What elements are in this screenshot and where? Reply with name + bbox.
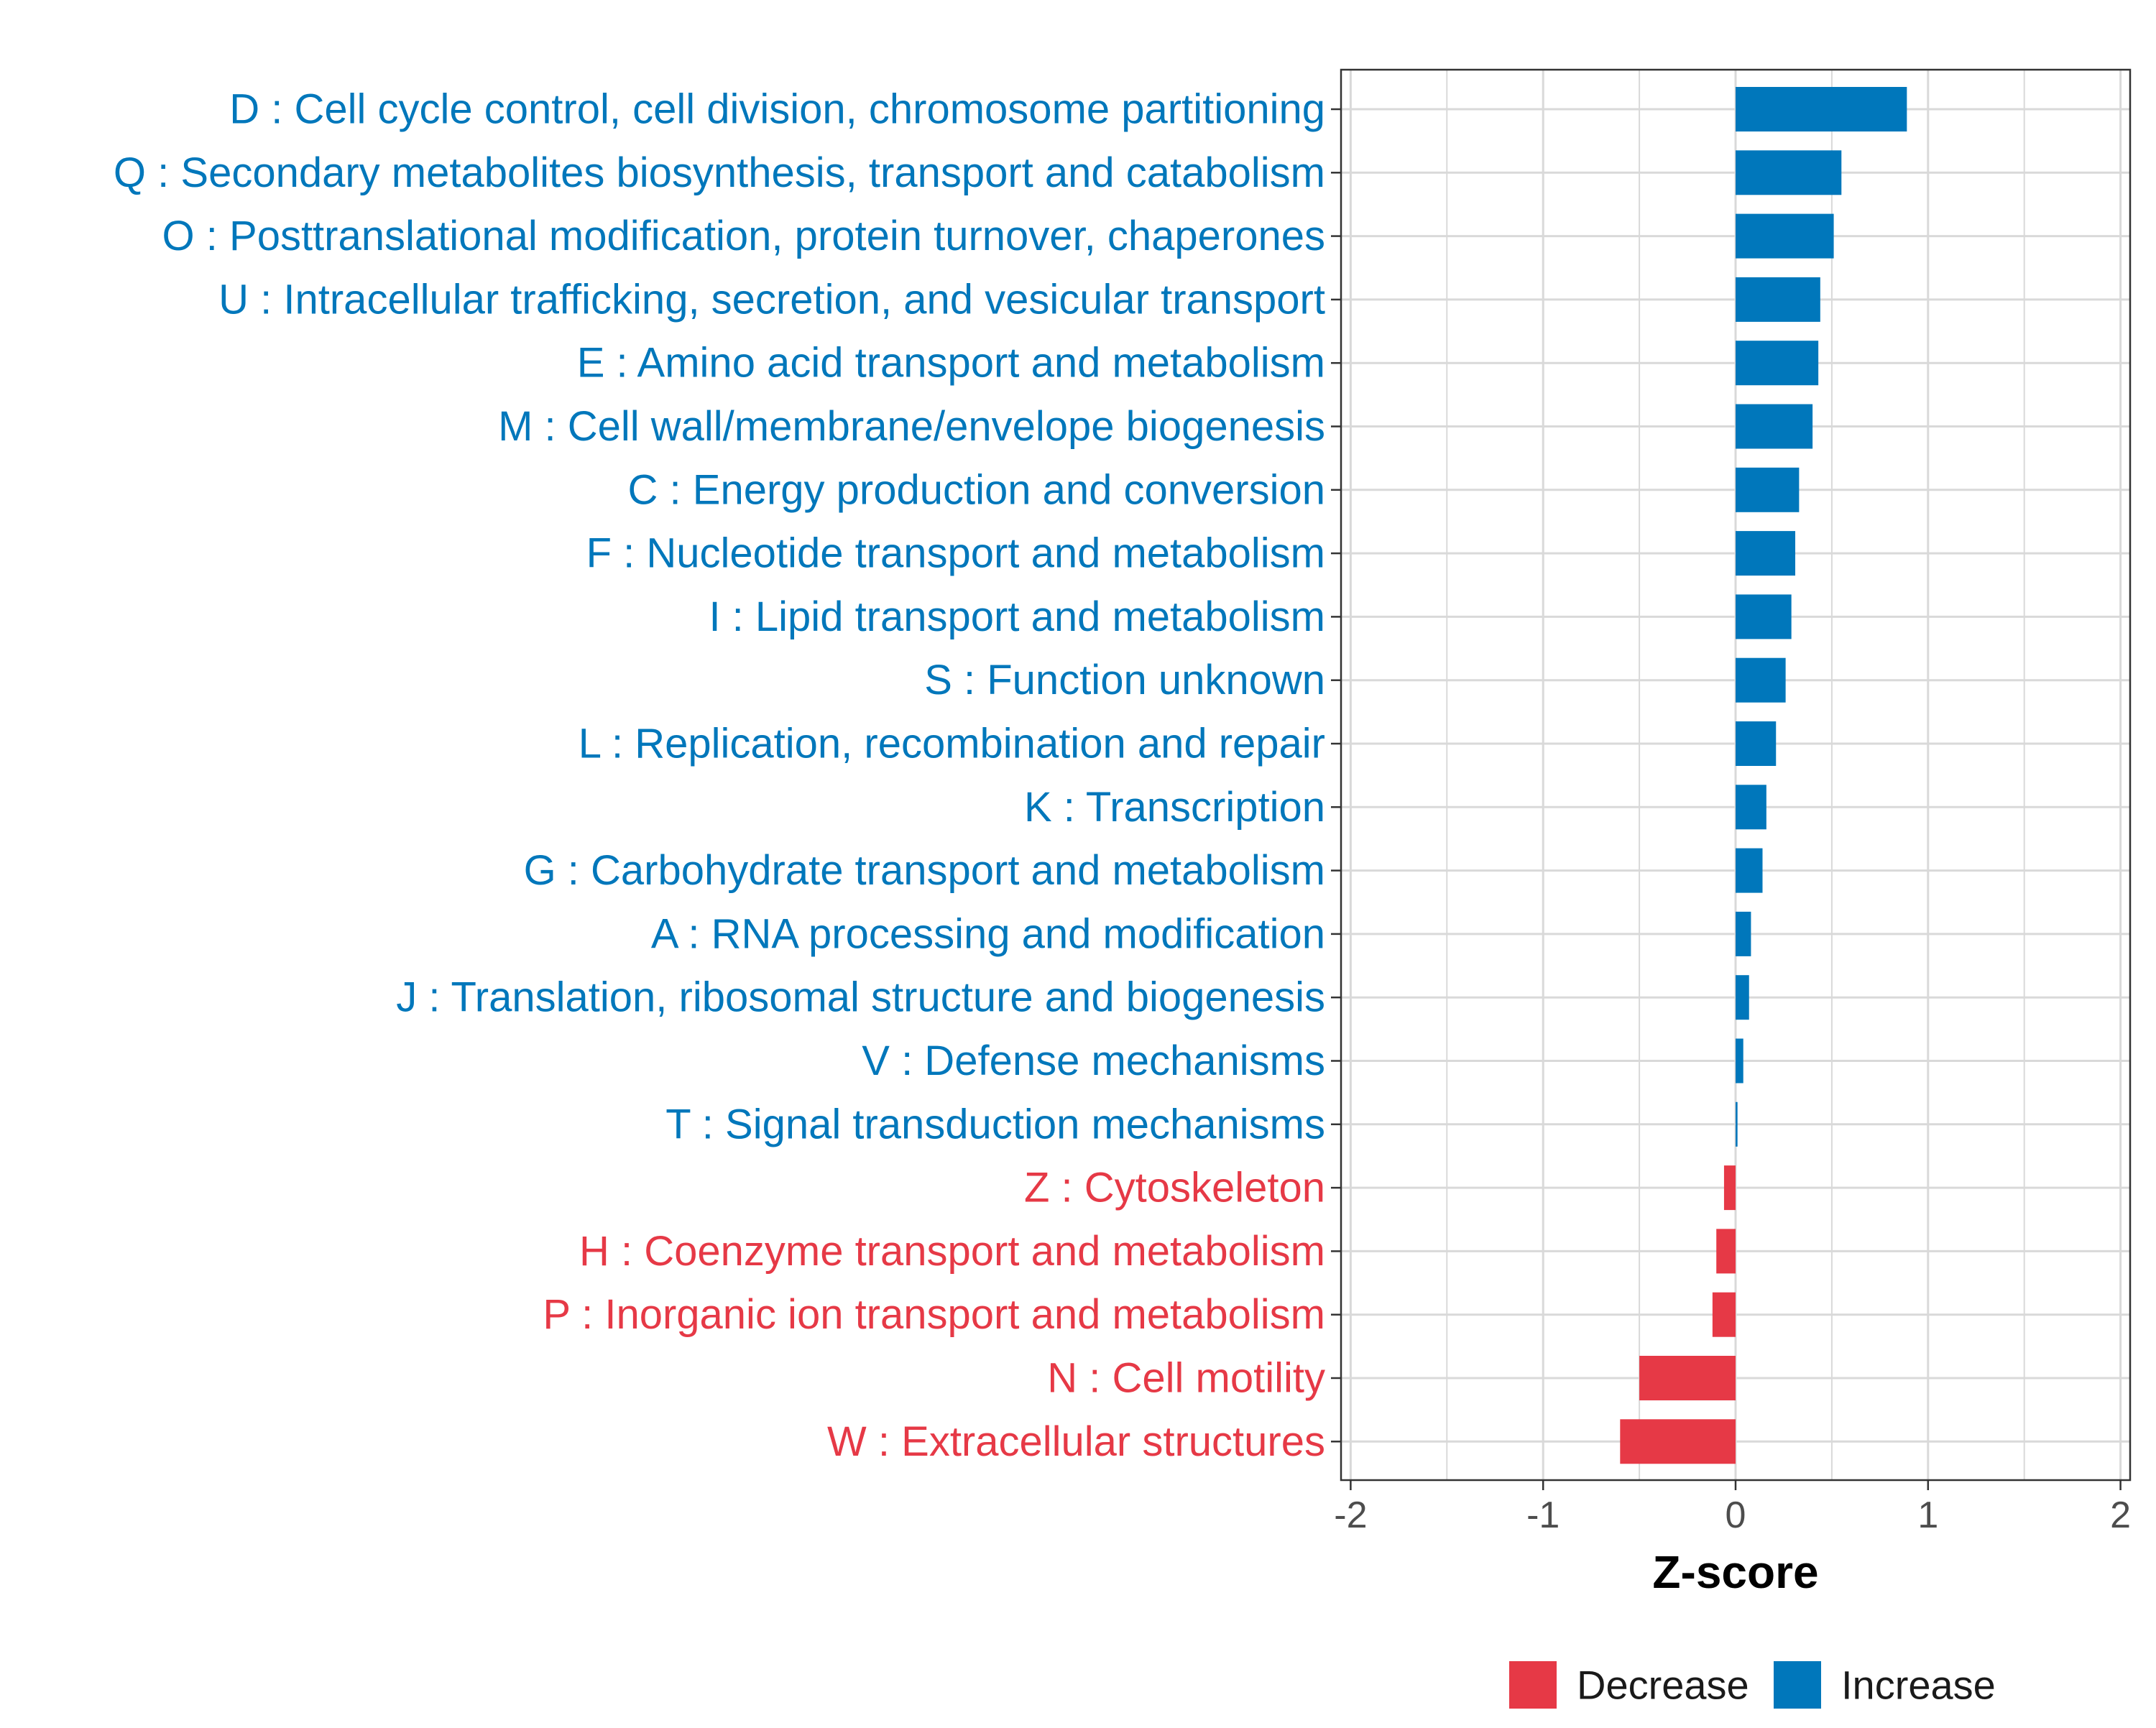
bar-m <box>1736 404 1813 449</box>
bar-e <box>1736 341 1819 386</box>
bar-q <box>1736 150 1842 195</box>
category-label: S : Function unknown <box>924 657 1325 703</box>
category-label: V : Defense mechanisms <box>862 1038 1325 1084</box>
legend-label-decrease: Decrease <box>1577 1663 1749 1708</box>
bar-z <box>1723 1165 1736 1211</box>
x-tick-label: -2 <box>1334 1494 1367 1536</box>
bar-l <box>1736 721 1777 766</box>
category-label: P : Inorganic ion transport and metaboli… <box>543 1291 1325 1338</box>
category-label: Q : Secondary metabolites biosynthesis, … <box>114 149 1325 196</box>
bar-v <box>1736 1038 1743 1084</box>
x-tick-label: 2 <box>2110 1494 2131 1536</box>
bar-i <box>1736 594 1792 639</box>
bar-j <box>1736 975 1749 1020</box>
category-label: Z : Cytoskeleton <box>1024 1165 1325 1211</box>
bar-s <box>1736 657 1786 703</box>
bar-k <box>1736 785 1766 830</box>
bar-t <box>1736 1101 1738 1147</box>
legend-key-increase <box>1774 1661 1821 1709</box>
bar-c <box>1736 467 1800 512</box>
category-label: E : Amino acid transport and metabolism <box>577 340 1325 387</box>
category-label: O : Posttranslational modification, prot… <box>162 213 1325 259</box>
category-label: J : Translation, ribosomal structure and… <box>396 974 1325 1021</box>
y-axis-ticks <box>1331 108 1341 1443</box>
category-label: A : RNA processing and modification <box>651 910 1325 957</box>
bar-f <box>1736 531 1796 576</box>
x-tick-label: 0 <box>1726 1494 1746 1536</box>
category-label: I : Lipid transport and metabolism <box>709 593 1325 640</box>
bar-u <box>1736 277 1820 322</box>
legend-key-decrease <box>1509 1661 1557 1709</box>
x-tick-label: -1 <box>1526 1494 1560 1536</box>
bar-h <box>1716 1229 1736 1274</box>
x-tick-label: 1 <box>1917 1494 1938 1536</box>
bar-d <box>1736 87 1907 131</box>
category-label: C : Energy production and conversion <box>628 466 1325 513</box>
bar-layer <box>1620 87 1907 1464</box>
x-axis-ticks: -2 -1 0 1 2 <box>1334 1480 2131 1536</box>
bar-w <box>1620 1419 1736 1464</box>
category-label: M : Cell wall/membrane/envelope biogenes… <box>498 403 1325 450</box>
legend-label-increase: Increase <box>1841 1663 1996 1708</box>
legend: Decrease Increase <box>1509 1661 1996 1709</box>
bar-p <box>1712 1292 1736 1337</box>
category-label: G : Carbohydrate transport and metabolis… <box>524 847 1325 894</box>
bar-n <box>1639 1356 1736 1400</box>
category-label: N : Cell motility <box>1047 1355 1325 1402</box>
bar-a <box>1736 911 1751 956</box>
category-label: U : Intracellular trafficking, secretion… <box>218 276 1325 323</box>
x-axis-title: Z-score <box>1652 1546 1818 1598</box>
category-label: F : Nucleotide transport and metabolism <box>586 530 1325 577</box>
bar-o <box>1736 213 1834 259</box>
bar-g <box>1736 848 1763 893</box>
category-label: H : Coenzyme transport and metabolism <box>579 1228 1325 1275</box>
category-label: L : Replication, recombination and repai… <box>579 721 1325 767</box>
category-label: W : Extracellular structures <box>827 1418 1325 1465</box>
category-label: K : Transcription <box>1024 784 1325 831</box>
category-label: T : Signal transduction mechanisms <box>665 1101 1325 1147</box>
y-axis-category-labels: D : Cell cycle control, cell division, c… <box>114 86 1325 1465</box>
category-label: D : Cell cycle control, cell division, c… <box>229 86 1325 133</box>
